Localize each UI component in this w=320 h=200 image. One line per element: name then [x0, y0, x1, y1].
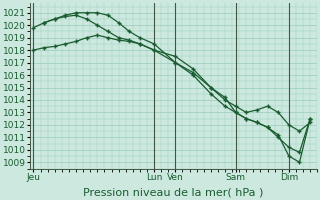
X-axis label: Pression niveau de la mer( hPa ): Pression niveau de la mer( hPa ): [84, 187, 264, 197]
